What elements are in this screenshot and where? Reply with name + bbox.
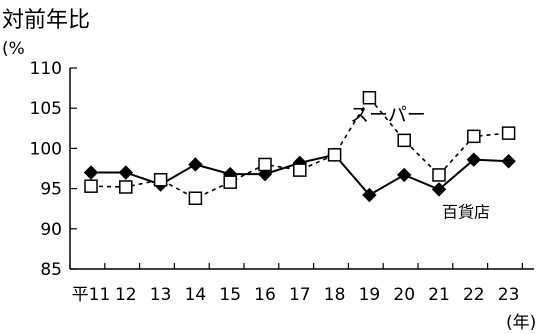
data-point xyxy=(501,126,516,140)
data-point xyxy=(501,154,516,169)
x-ticks: 平11 12 13 14 15 16 17 18 19 20 21 22 23 xyxy=(69,263,524,305)
y-tick-label: 100 xyxy=(30,139,62,159)
y-unit-label: (% xyxy=(2,39,25,59)
x-tick-label: 22 xyxy=(463,285,485,305)
data-point xyxy=(466,152,482,167)
series-label-super: スーパー xyxy=(350,104,426,126)
data-point xyxy=(223,175,237,189)
data-point xyxy=(293,163,307,177)
data-point xyxy=(327,148,342,162)
x-tick-label: 平11 xyxy=(72,285,111,305)
x-tick-label: 16 xyxy=(254,285,276,305)
x-tick-label: 18 xyxy=(324,285,346,305)
x-tick-label: 14 xyxy=(185,285,207,305)
data-point xyxy=(362,90,377,105)
y-tick-label: 105 xyxy=(30,99,62,119)
data-point xyxy=(119,180,133,194)
x-tick-label: 23 xyxy=(498,285,520,305)
x-tick-label: 20 xyxy=(393,285,415,305)
x-tick-label: 13 xyxy=(150,285,172,305)
data-point xyxy=(84,179,98,193)
data-point xyxy=(153,173,168,187)
data-point xyxy=(397,133,411,148)
x-tick-label: 12 xyxy=(115,285,137,305)
y-tick-label: 85 xyxy=(40,260,62,280)
data-point xyxy=(118,165,134,180)
data-point xyxy=(258,157,272,172)
data-point xyxy=(362,187,377,203)
data-point xyxy=(188,191,203,205)
series-label-department-store: 百貨店 xyxy=(442,203,490,222)
x-tick-label: 17 xyxy=(289,285,311,305)
y-ticks: 85 90 95 100 105 110 xyxy=(30,59,77,280)
y-tick-label: 95 xyxy=(40,180,62,200)
chart-title: 対前年比 xyxy=(2,8,90,33)
data-point xyxy=(188,157,203,172)
x-unit-label: (年) xyxy=(506,313,536,333)
y-tick-label: 90 xyxy=(40,220,62,240)
x-tick-label: 21 xyxy=(428,285,450,305)
series-layer xyxy=(83,90,516,205)
data-point xyxy=(83,165,99,180)
x-tick-label: 19 xyxy=(359,285,381,305)
y-tick-label: 110 xyxy=(30,59,62,79)
data-point xyxy=(467,129,481,144)
data-point xyxy=(432,168,446,182)
data-point xyxy=(431,182,447,197)
x-tick-label: 15 xyxy=(219,285,241,305)
data-point xyxy=(396,167,412,183)
